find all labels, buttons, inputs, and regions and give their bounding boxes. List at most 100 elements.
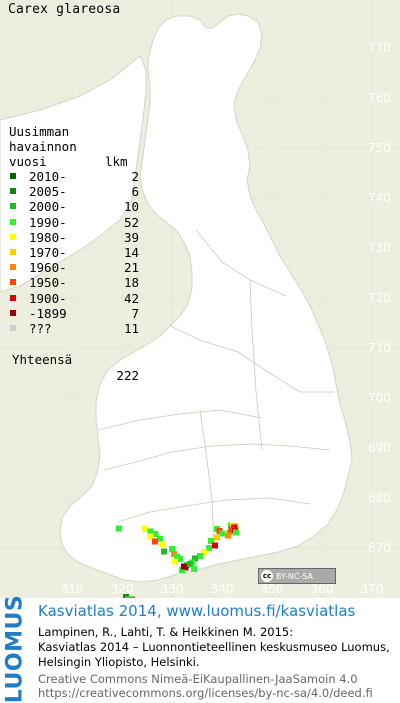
- record-square: [116, 525, 122, 532]
- record-square: [233, 529, 239, 536]
- record-square: [129, 596, 135, 598]
- legend-count: 21: [123, 260, 139, 276]
- legend-column-headers: vuosi lkm: [9, 154, 128, 169]
- legend-label: ???: [29, 320, 52, 336]
- legend-row: 2000- 10: [9, 199, 139, 214]
- legend-col-year: vuosi: [9, 154, 47, 169]
- latitude-tick-label: 770: [368, 41, 391, 55]
- record-square: [208, 538, 214, 544]
- legend-count: 14: [123, 244, 139, 260]
- legend-label: -1899: [29, 305, 67, 321]
- province-borders: [97, 229, 334, 549]
- legend-rows: 2010- 2 2005- 6 2000- 10 1990- 52 1980- 39 1970- 14…: [9, 169, 139, 336]
- legend-heading-line-1: Uusimman: [9, 124, 70, 139]
- sweden-coast: [0, 55, 147, 293]
- legend-row: 2010- 2: [9, 169, 139, 184]
- legend-count: 39: [123, 229, 139, 245]
- legend-swatch: [10, 324, 16, 331]
- legend-row: 2005- 6: [9, 184, 139, 200]
- latitude-tick-label: 700: [368, 391, 391, 405]
- longitude-tick-label: 350: [260, 582, 284, 596]
- legend-swatch: [10, 188, 16, 195]
- record-square: [225, 532, 231, 539]
- latitude-tick-label: 760: [368, 91, 391, 105]
- legend-count: 10: [123, 199, 139, 215]
- legend-label: 1970-: [29, 244, 67, 260]
- record-square: [187, 561, 193, 567]
- citation: Lampinen, R., Lahti, T. & Heikkinen M. 2…: [38, 625, 390, 670]
- legend-swatch: [10, 248, 16, 255]
- legend-swatch: [10, 203, 16, 210]
- longitude-tick-label: 320: [110, 582, 134, 596]
- license-line-1: Creative Commons Nimeä-EiKaupallinen-Jaa…: [38, 672, 358, 686]
- legend-col-count: lkm: [105, 154, 128, 169]
- legend-count: 18: [123, 275, 139, 291]
- record-square: [147, 533, 154, 540]
- luomus-logo: LUOMUS: [2, 594, 28, 703]
- record-square: [197, 553, 203, 559]
- record-square: [212, 542, 218, 549]
- citation-line-3: Helsingin Yliopisto, Helsinki.: [38, 655, 200, 669]
- longitude-tick-label: 310: [60, 582, 84, 596]
- license-text: Creative Commons Nimeä-EiKaupallinen-Jaa…: [38, 672, 373, 700]
- legend: Uusimman havainnon vuosi lkm 2010- 2 2005- 6…: [9, 124, 139, 383]
- record-square: [169, 546, 175, 552]
- record-square: [201, 549, 207, 555]
- legend-total-count: 222: [116, 368, 139, 384]
- finland-map: [0, 13, 353, 598]
- legend-label: 2005-: [29, 184, 67, 200]
- legend-swatch: [10, 233, 16, 240]
- legend-heading-line-2: havainnon: [9, 139, 77, 154]
- legend-row: 1980- 39: [9, 230, 139, 245]
- legend-swatch: [10, 294, 16, 301]
- legend-label: 1900-: [29, 290, 67, 306]
- license-badge-label: BY-NC-SA: [276, 571, 314, 581]
- citation-line-2: Kasviatlas 2014 – Luonnontieteellinen ke…: [38, 640, 390, 654]
- legend-total-row: Yhteensä 222: [9, 336, 139, 383]
- latitude-tick-label: 720: [368, 291, 391, 305]
- citation-line-1: Lampinen, R., Lahti, T. & Heikkinen M. 2…: [38, 625, 294, 639]
- finland-outline: [59, 13, 353, 583]
- legend-row: 1960- 21: [9, 260, 139, 275]
- atlas-title-link[interactable]: Kasviatlas 2014, www.luomus.fi/kasviatla…: [38, 602, 356, 620]
- latitude-tick-label: 730: [368, 241, 391, 255]
- record-square: [161, 548, 167, 555]
- record-square: [228, 526, 235, 533]
- legend-row: ??? 11: [9, 320, 139, 336]
- latitude-tick-label: 750: [368, 141, 391, 155]
- legend-label: 1990-: [29, 214, 67, 230]
- legend-count: 7: [131, 305, 139, 321]
- legend-label: 2010-: [29, 169, 67, 184]
- record-square: [181, 563, 187, 570]
- legend-count: 42: [123, 290, 139, 306]
- record-square: [192, 555, 198, 562]
- legend-row: -1899 7: [9, 305, 139, 321]
- record-square: [152, 538, 158, 545]
- legend-swatch: [10, 264, 16, 271]
- legend-row: 1950- 18: [9, 275, 139, 291]
- legend-count: 6: [131, 184, 139, 200]
- record-square: [172, 558, 178, 565]
- longitude-tick-label: 340: [210, 582, 234, 596]
- license-badge: cc BY-NC-SA: [258, 568, 336, 584]
- cc-icon: cc: [261, 570, 273, 582]
- latitude-tick-label: 740: [368, 191, 391, 205]
- record-square: [123, 594, 129, 598]
- latitude-tick-label: 680: [368, 491, 391, 505]
- longitude-tick-label: 360: [310, 582, 334, 596]
- license-line-2[interactable]: https://creativecommons.org/licenses/by-…: [38, 686, 373, 700]
- legend-count: 2: [131, 169, 139, 184]
- record-square: [125, 596, 131, 598]
- brand-text: LUOMUS: [2, 594, 28, 703]
- record-square: [206, 545, 212, 551]
- legend-count: 52: [123, 214, 139, 230]
- footer: [0, 598, 400, 702]
- record-square: [142, 526, 148, 532]
- record-square: [177, 556, 183, 562]
- record-square: [179, 567, 185, 573]
- species-title: Carex glareosa: [8, 2, 121, 17]
- legend-total-label: Yhteensä: [12, 352, 73, 368]
- latitude-tick-label: 690: [368, 441, 391, 455]
- legend-label: 1950-: [29, 275, 67, 291]
